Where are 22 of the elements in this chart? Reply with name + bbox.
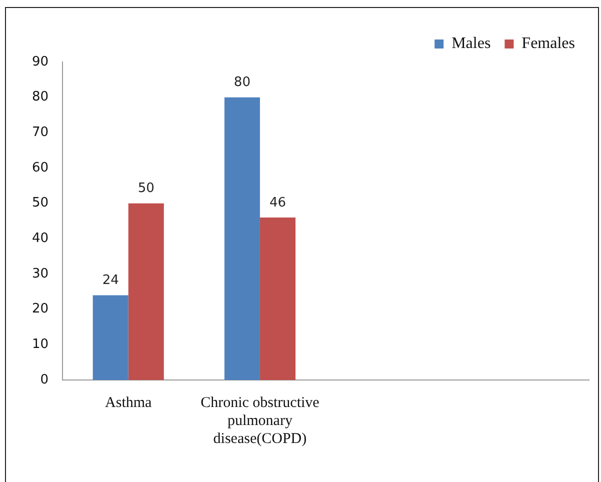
data-label: 24	[102, 273, 119, 288]
y-tick-label: 90	[32, 54, 49, 70]
y-tick-label: 80	[32, 90, 49, 105]
x-tick-label: Chronic obstructive pulmonary disease(COPD)	[200, 394, 320, 447]
y-tick-label: 0	[40, 372, 49, 388]
y-tick-label: 30	[32, 266, 49, 282]
bar	[128, 203, 164, 380]
x-tick-label: Asthma	[105, 394, 152, 411]
bar	[260, 217, 296, 380]
bar	[92, 295, 128, 380]
y-tick-label: 10	[32, 337, 49, 352]
y-tick-label: 20	[32, 302, 49, 317]
data-label: 50	[138, 181, 154, 196]
y-tick-label: 60	[32, 160, 49, 176]
data-label: 80	[234, 75, 250, 90]
bar	[224, 97, 260, 380]
data-label: 46	[269, 195, 286, 210]
legend-label: Females	[522, 35, 576, 52]
y-tick-label: 70	[32, 125, 49, 140]
y-tick-label: 40	[32, 231, 49, 246]
legend-label: Males	[452, 35, 491, 52]
y-tick-label: 50	[32, 196, 49, 211]
